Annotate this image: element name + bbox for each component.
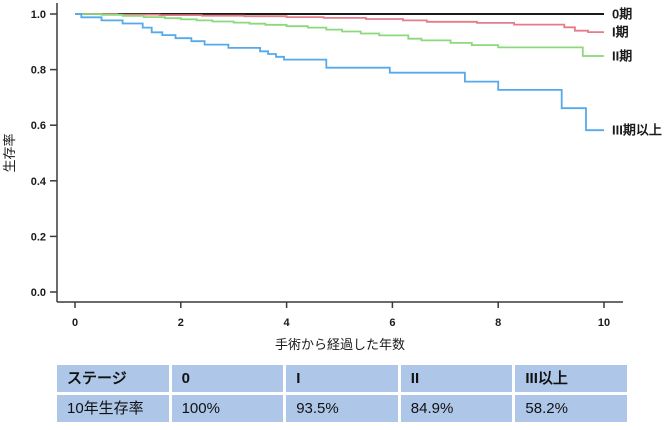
x-tick-label: 10 <box>598 317 610 329</box>
x-tick-label: 4 <box>284 317 291 329</box>
y-tick-label: 0.0 <box>31 287 46 299</box>
kaplan-meier-chart: 手術から経過した年数 生存率 0 2 4 6 8 10 0.0 0.2 0.4 0.6 0.8 1.0… <box>2 3 662 352</box>
series-line-stage-3plus <box>75 13 604 132</box>
x-tick-label: 8 <box>495 317 501 329</box>
x-tick-label: 0 <box>72 317 78 329</box>
legend-label-stage-1: I期 <box>612 25 629 40</box>
legend-label-stage-3plus: III期以上 <box>612 123 662 138</box>
table-value-stage-0: 100% <box>171 395 284 422</box>
legend-label-stage-0: 0期 <box>612 7 632 22</box>
table-value-stage-2: 84.9% <box>400 395 513 422</box>
table-header-stage-3plus: III以上 <box>515 365 627 392</box>
table-header-stage: ステージ <box>57 365 169 392</box>
chart-generated-layer: 0 2 4 6 8 10 0.0 0.2 0.4 0.6 0.8 1.0 0期 I期 II期 III期以上 <box>31 7 662 330</box>
y-tick-label: 0.6 <box>31 120 46 132</box>
legend-label-stage-2: II期 <box>612 49 632 64</box>
table-header-stage-1: I <box>286 365 398 392</box>
table-value-stage-3plus: 58.2% <box>515 395 627 422</box>
table-header-stage-2: II <box>400 365 513 392</box>
y-tick-label: 0.2 <box>31 231 46 243</box>
y-tick-label: 0.8 <box>31 65 46 77</box>
survival-table: ステージ 0 I II III以上 10年生存率 100% 93.5% 84.9… <box>57 365 627 422</box>
y-axis-title: 生存率 <box>2 133 17 172</box>
x-axis-title: 手術から経過した年数 <box>275 337 405 352</box>
table-value-stage-1: 93.5% <box>286 395 398 422</box>
y-tick-label: 0.4 <box>31 176 47 188</box>
series-line-stage-1 <box>75 13 604 33</box>
y-tick-label: 1.0 <box>31 9 46 21</box>
series-line-stage-2 <box>75 13 604 57</box>
x-tick-label: 6 <box>389 317 395 329</box>
table-row-label-10yr-survival: 10年生存率 <box>57 395 169 422</box>
table-header-stage-0: 0 <box>171 365 284 392</box>
x-tick-label: 2 <box>178 317 184 329</box>
